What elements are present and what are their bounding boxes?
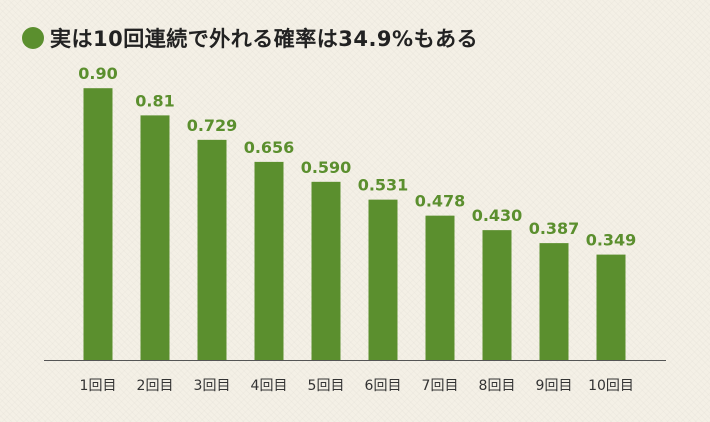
category-label-4: 4回目 xyxy=(251,378,288,394)
bar-6 xyxy=(368,199,398,360)
category-label-1: 1回目 xyxy=(80,378,117,394)
title-bullet-icon xyxy=(22,27,44,49)
bar-1 xyxy=(83,88,113,360)
bar-8 xyxy=(482,230,512,360)
bar-3 xyxy=(197,139,227,360)
bar-10 xyxy=(596,254,626,360)
value-label-1: 0.90 xyxy=(78,64,117,83)
bar-2 xyxy=(140,115,170,360)
value-label-8: 0.430 xyxy=(472,206,523,225)
category-label-2: 2回目 xyxy=(137,378,174,394)
bar-5 xyxy=(311,181,341,360)
value-label-5: 0.590 xyxy=(301,158,352,177)
category-label-6: 6回目 xyxy=(365,378,402,394)
bar-9 xyxy=(539,243,569,360)
category-label-9: 9回目 xyxy=(536,378,573,394)
bar-7 xyxy=(425,215,455,360)
value-label-2: 0.81 xyxy=(135,91,174,110)
chart-title: 実は10回連続で外れる確率は34.9%もある xyxy=(50,27,479,51)
value-label-7: 0.478 xyxy=(415,192,466,211)
value-label-6: 0.531 xyxy=(358,176,409,195)
category-label-3: 3回目 xyxy=(194,378,231,394)
category-label-8: 8回目 xyxy=(479,378,516,394)
category-label-5: 5回目 xyxy=(308,378,345,394)
category-label-7: 7回目 xyxy=(422,378,459,394)
bar-4 xyxy=(254,161,284,360)
chart-title-row: 実は10回連続で外れる確率は34.9%もある xyxy=(22,24,478,52)
value-label-3: 0.729 xyxy=(187,116,238,135)
value-label-10: 0.349 xyxy=(586,231,637,250)
value-label-9: 0.387 xyxy=(529,219,580,238)
category-label-10: 10回目 xyxy=(588,378,634,394)
value-label-4: 0.656 xyxy=(244,138,295,157)
